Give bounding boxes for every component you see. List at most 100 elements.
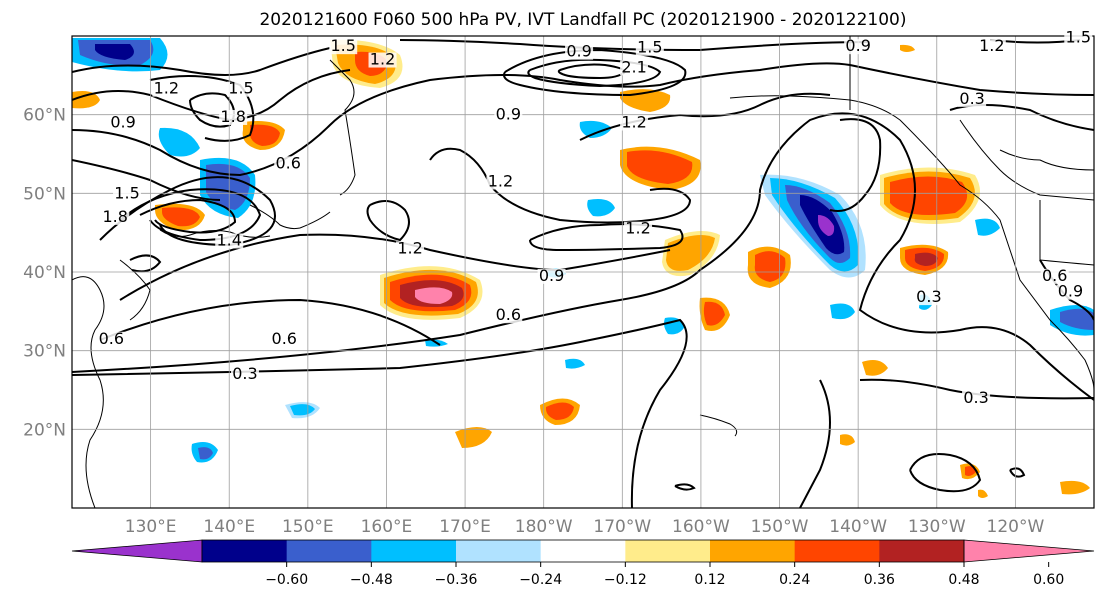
contour-label-bg xyxy=(230,367,259,383)
contour-value-label: 0.3 xyxy=(232,364,257,383)
colorbar-tick-label: 0.36 xyxy=(864,572,895,588)
contour-label-bg xyxy=(152,81,181,97)
longitude-labels: 130°E 140°E 150°E 160°E 170°E 180°W 170°W 160°W… xyxy=(125,517,1045,537)
contour-label-bg xyxy=(219,109,248,125)
colorbar-tick-label: 0.24 xyxy=(779,572,810,588)
contour-label-bg xyxy=(1056,284,1085,300)
colorbar-tick-label: −0.48 xyxy=(350,572,393,588)
colorbar-segment xyxy=(710,540,796,562)
colorbar-frame xyxy=(201,539,965,563)
colorbar-segment xyxy=(202,540,288,562)
contour-value-label: 0.3 xyxy=(959,89,984,108)
contour-value-label: 0.9 xyxy=(845,36,870,55)
colorbar-segment xyxy=(794,540,880,562)
contour-label-bg xyxy=(329,39,358,55)
contour-label-bg xyxy=(215,233,244,249)
contour-value-label: 0.6 xyxy=(99,329,124,348)
contour-labels: 1.51.2 0.9 1.52.10.9 1.2 1.51.2 1.51.80.90.60… xyxy=(97,28,1093,407)
contour-label-bg xyxy=(368,52,397,68)
contour-value-label: 0.3 xyxy=(916,287,941,306)
contour-value-label: 0.9 xyxy=(566,42,591,61)
contour-label-bg xyxy=(494,308,523,324)
latitude-tick-label: 40°N xyxy=(23,263,66,283)
longitude-tick-label: 120°W xyxy=(987,517,1045,537)
contour-value-label: 0.3 xyxy=(963,388,988,407)
contour-value-label: 2.1 xyxy=(621,57,646,76)
latitude-tick-label: 20°N xyxy=(23,420,66,440)
colorbar-tick-label: −0.36 xyxy=(435,572,478,588)
contour-label-bg xyxy=(1040,268,1069,284)
colorbar-tick-label: −0.60 xyxy=(265,572,308,588)
contour-value-label: 1.2 xyxy=(625,219,650,238)
contour-value-label: 0.9 xyxy=(496,105,521,124)
contour-label-bg xyxy=(109,115,138,131)
colorbar-extend-low xyxy=(71,539,203,563)
contour-label-bg xyxy=(624,221,653,237)
pv-shading xyxy=(72,38,1094,498)
colorbar-segment xyxy=(371,540,457,562)
longitude-tick-label: 170°W xyxy=(593,517,651,537)
contour-label-bg xyxy=(962,390,991,406)
longitude-tick-label: 140°E xyxy=(203,517,255,537)
colorbar-tick-label: 0.12 xyxy=(694,572,725,588)
contour-value-label: 0.9 xyxy=(539,266,564,285)
colorbar-segment xyxy=(625,540,711,562)
contour-label-bg xyxy=(101,209,130,225)
longitude-tick-label: 150°E xyxy=(282,517,334,537)
contour-value-label: 1.8 xyxy=(103,207,128,226)
longitude-tick-label: 160°W xyxy=(672,517,730,537)
longitude-tick-label: 180°W xyxy=(515,517,573,537)
contour-value-label: 0.6 xyxy=(496,305,521,324)
latitude-labels: 60°N 50°N 40°N 30°N 20°N xyxy=(23,106,66,441)
contour-value-label: 0.6 xyxy=(1042,266,1067,285)
longitude-tick-label: 130°E xyxy=(125,517,177,537)
contour-value-label: 1.8 xyxy=(220,107,245,126)
coastlines xyxy=(72,36,1094,508)
contour-value-label: 1.4 xyxy=(217,230,242,249)
contour-label-bg xyxy=(227,81,256,97)
contour-value-label: 1.2 xyxy=(154,79,179,98)
colorbar-tick-label: 0.48 xyxy=(948,572,979,588)
latitude-tick-label: 50°N xyxy=(23,184,66,204)
contour-label-bg xyxy=(274,156,303,172)
contour-value-label: 1.5 xyxy=(637,38,662,57)
longitude-tick-label: 130°W xyxy=(908,517,966,537)
map-frame xyxy=(71,35,1095,509)
contour-label-bg xyxy=(844,39,873,55)
contour-value-label: 0.9 xyxy=(1058,282,1083,301)
colorbar: −0.60 −0.48 −0.36 −0.24 −0.12 0.12 0.24 0.36 0.4… xyxy=(71,539,1095,588)
colorbar-segment xyxy=(540,540,626,562)
latitude-tick-label: 60°N xyxy=(23,106,66,126)
contour-label-bg xyxy=(977,39,1006,55)
contour-value-label: 1.2 xyxy=(397,238,422,257)
contour-value-label: 1.2 xyxy=(370,50,395,69)
contour-value-label: 0.6 xyxy=(275,153,300,172)
contour-label-bg xyxy=(494,107,523,123)
longitude-tick-label: 140°W xyxy=(829,517,887,537)
contour-value-label: 1.2 xyxy=(979,36,1004,55)
contour-value-label: 1.5 xyxy=(228,79,253,98)
latitude-tick-label: 30°N xyxy=(23,342,66,362)
contour-label-bg xyxy=(620,115,649,131)
contour-value-label: 1.5 xyxy=(1066,28,1091,47)
contour-label-bg xyxy=(565,44,594,60)
figure-title: 2020121600 F060 500 hPa PV, IVT Landfall… xyxy=(259,10,906,30)
contour-value-label: 0.9 xyxy=(110,112,135,131)
contour-label-bg xyxy=(270,331,299,347)
contour-value-label: 1.2 xyxy=(488,171,513,190)
contour-label-bg xyxy=(113,186,142,202)
colorbar-tick-label: −0.24 xyxy=(519,572,562,588)
contour-label-bg xyxy=(914,290,943,306)
longitude-tick-label: 170°E xyxy=(439,517,491,537)
contour-label-bg xyxy=(620,60,649,76)
colorbar-segment xyxy=(286,540,372,562)
colorbar-segment xyxy=(879,540,965,562)
contour-label-bg xyxy=(486,174,515,190)
colorbar-tick-label: −0.12 xyxy=(604,572,647,588)
longitude-tick-label: 160°E xyxy=(361,517,413,537)
longitude-tick-label: 150°W xyxy=(751,517,809,537)
colorbar-segment xyxy=(456,540,542,562)
contour-label-bg xyxy=(396,241,425,257)
